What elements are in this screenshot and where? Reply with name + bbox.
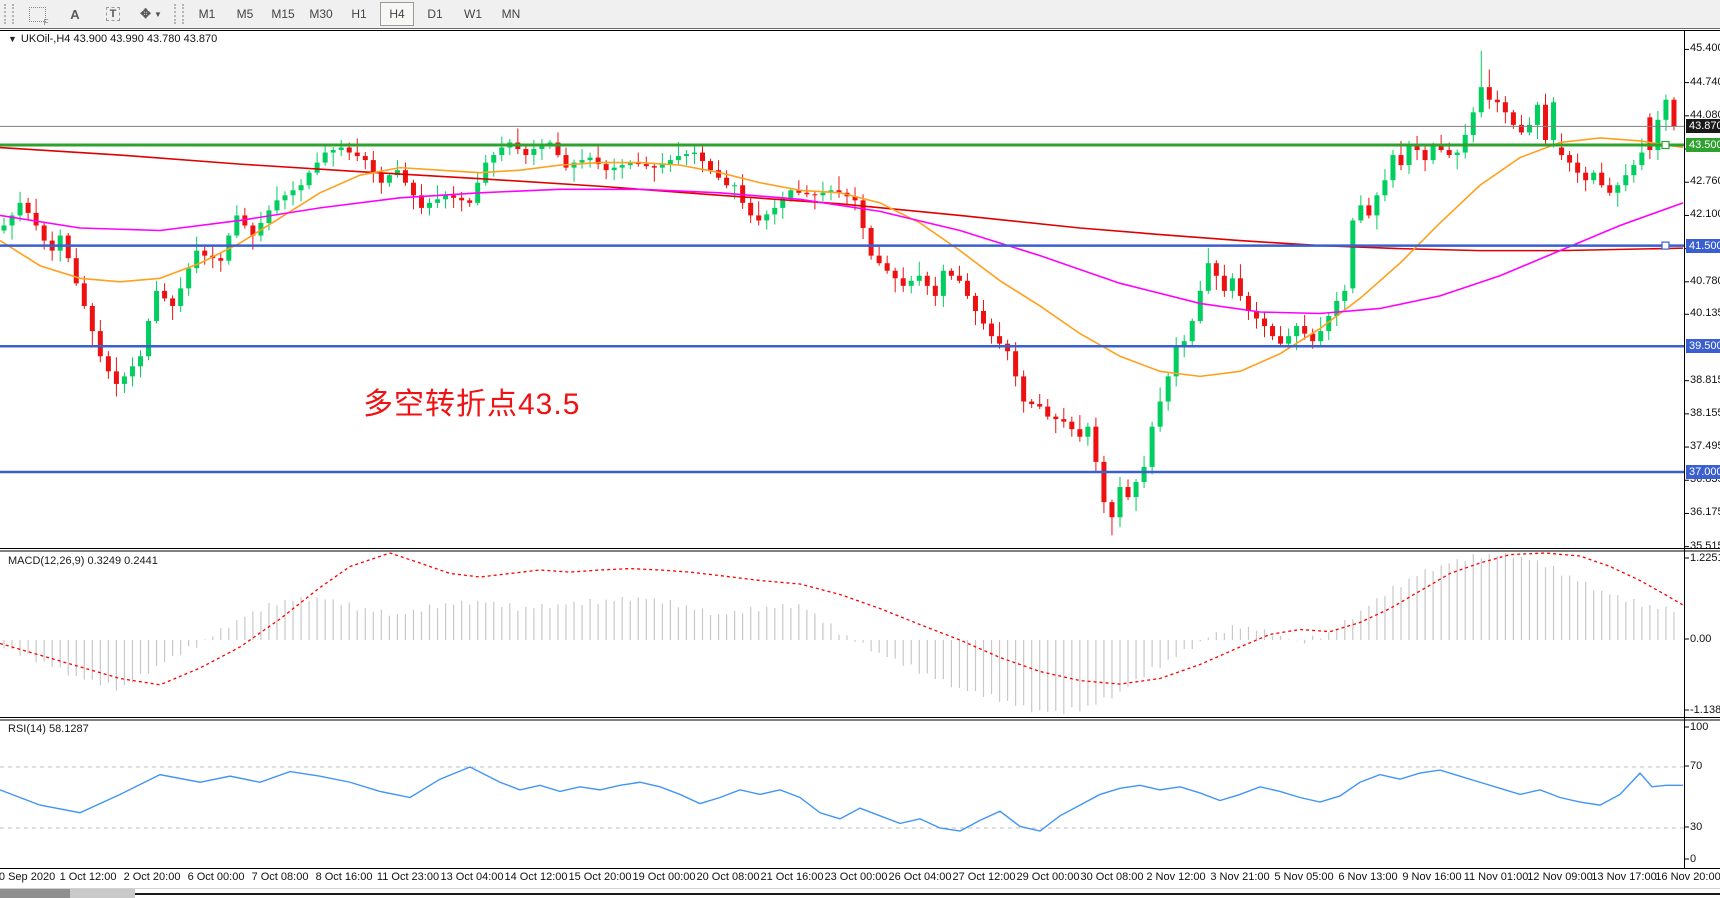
chart-text-annotation[interactable]: 多空转折点43.5	[363, 388, 581, 421]
rsi-axis-label: 30	[1690, 821, 1703, 833]
price-tick-label: 42.760	[1690, 175, 1720, 188]
symbol-ohlc-title: UKOil-,H4 43.900 43.990 43.780 43.870	[20, 33, 218, 45]
pane-borders	[0, 30, 1720, 869]
date-tick-label: 23 Oct 00:00	[824, 871, 888, 883]
date-tick-label: 1 Oct 12:00	[59, 871, 117, 883]
price-level-badge: 37.000	[1686, 464, 1720, 479]
timeframe-button-h4[interactable]: H4	[380, 2, 414, 26]
price-tick-label: 44.080	[1690, 108, 1720, 121]
date-tick-label: 9 Nov 16:00	[1402, 871, 1462, 883]
chart-window-icon[interactable]: F	[20, 2, 54, 27]
rsi-label: RSI(14) 58.1287	[8, 723, 89, 735]
price-tick-label: 35.515	[1690, 539, 1720, 552]
date-tick-label: 15 Oct 20:00	[568, 871, 632, 883]
hline-level-41500[interactable]	[0, 241, 1684, 250]
price-tick-label: 37.495	[1690, 440, 1720, 453]
timeframe-button-d1[interactable]: D1	[427, 7, 443, 21]
text-annotation-icon[interactable]: A	[70, 6, 80, 22]
date-tick-label: 12 Nov 09:00	[1527, 871, 1593, 883]
date-tick-label: 7 Oct 08:00	[251, 871, 309, 883]
horizontal-scrollbar	[0, 888, 1720, 898]
macd-axis-label: -1.1383	[1690, 704, 1720, 716]
price-tick-label: 38.155	[1690, 406, 1720, 419]
text-label-icon[interactable]: T	[96, 2, 130, 26]
scrollbar-thumb[interactable]	[0, 889, 70, 898]
date-tick-label: 29 Oct 00:00	[1016, 871, 1080, 883]
date-tick-label: 27 Oct 12:00	[952, 871, 1016, 883]
date-tick-label: 11 Oct 23:00	[376, 871, 440, 883]
timeframe-button-mn[interactable]: MN	[501, 7, 521, 21]
timeframe-button-m5[interactable]: M5	[236, 7, 254, 21]
date-tick-label: 13 Nov 17:00	[1591, 871, 1657, 883]
price-level-badge: 39.500	[1686, 339, 1720, 354]
date-tick-label: 19 Oct 00:00	[632, 871, 696, 883]
toolbar-grip-2[interactable]	[174, 4, 184, 24]
price-tick-label: 40.780	[1690, 274, 1720, 287]
price-tick-label: 36.175	[1690, 506, 1720, 519]
date-tick-label: 20 Oct 08:00	[696, 871, 760, 883]
symbol-dropdown-icon[interactable]: ▼	[8, 34, 17, 44]
date-tick-label: 2 Oct 20:00	[123, 871, 181, 883]
pointer-tools-dropdown-icon[interactable]: ✥ ▼	[140, 6, 162, 21]
rsi-level-lines	[0, 766, 1684, 829]
price-tick-label: 44.740	[1690, 75, 1720, 88]
timeframe-button-m15[interactable]: M15	[271, 7, 295, 21]
price-level-badge: 41.500	[1686, 238, 1720, 253]
macd-label: MACD(12,26,9) 0.3249 0.2441	[8, 555, 158, 567]
date-tick-label: 26 Oct 04:00	[888, 871, 952, 883]
date-tick-label: 8 Oct 16:00	[315, 871, 373, 883]
date-tick-label: 13 Oct 04:00	[440, 871, 504, 883]
macd-signal-line	[0, 552, 1684, 686]
scrollbar-track-line	[135, 893, 1720, 895]
ma-red	[0, 146, 1684, 252]
rsi-axis-label: 100	[1690, 721, 1709, 733]
ma-orange	[0, 137, 1684, 378]
toolbar: F A T ✥ ▼ M1 M5 M15 M30 H1 H4 D1 W1 MN	[0, 0, 1720, 29]
timeframe-button-m30[interactable]: M30	[309, 7, 333, 21]
date-tick-label: 6 Oct 00:00	[187, 871, 245, 883]
price-level-badge: 43.500	[1686, 138, 1720, 152]
date-tick-label: 3 Nov 21:00	[1210, 871, 1270, 883]
date-tick-label: 11 Nov 01:00	[1463, 871, 1529, 883]
price-level-badge: 43.870	[1686, 119, 1720, 134]
timeframe-button-w1[interactable]: W1	[464, 7, 482, 21]
scrollbar-thumb-light[interactable]	[70, 889, 135, 898]
rsi-axis-label: 0	[1690, 853, 1697, 865]
price-tick-label: 40.135	[1690, 307, 1720, 320]
toolbar-grip[interactable]	[4, 4, 14, 24]
timeframe-button-m1[interactable]: M1	[198, 7, 216, 21]
macd-axis-label: 0.00	[1690, 633, 1712, 645]
price-tick-label: 45.400	[1690, 42, 1720, 55]
macd-axis-label: 1.2251	[1690, 552, 1720, 564]
tool-buttons: F A T ✥ ▼	[18, 2, 170, 27]
rsi-axis-label: 70	[1690, 760, 1703, 772]
price-tick-label: 42.100	[1690, 208, 1720, 221]
symbol-bar: ▼ UKOil-,H4 43.900 43.990 43.780 43.870	[8, 33, 217, 45]
macd-histogram	[3, 553, 1675, 715]
price-tick-label: 38.815	[1690, 373, 1720, 386]
rsi-line	[0, 766, 1683, 832]
timeframe-button-h1[interactable]: H1	[351, 7, 367, 21]
date-tick-label: 21 Oct 16:00	[760, 871, 824, 883]
date-tick-label: 30 Sep 2020	[0, 871, 56, 883]
date-tick-label: 6 Nov 13:00	[1338, 871, 1398, 883]
timeframe-buttons: M1 M5 M15 M30 H1 H4 D1 W1 MN	[188, 2, 530, 26]
candlestick-layer[interactable]	[1, 50, 1677, 536]
date-tick-label: 2 Nov 12:00	[1146, 871, 1206, 883]
date-tick-label: 5 Nov 05:00	[1274, 871, 1334, 883]
date-tick-label: 16 Nov 20:00	[1655, 871, 1720, 883]
ma-magenta	[0, 188, 1684, 315]
hline-resistance-43500[interactable]	[0, 140, 1684, 150]
date-tick-label: 30 Oct 08:00	[1080, 871, 1144, 883]
date-tick-label: 14 Oct 12:00	[504, 871, 568, 883]
